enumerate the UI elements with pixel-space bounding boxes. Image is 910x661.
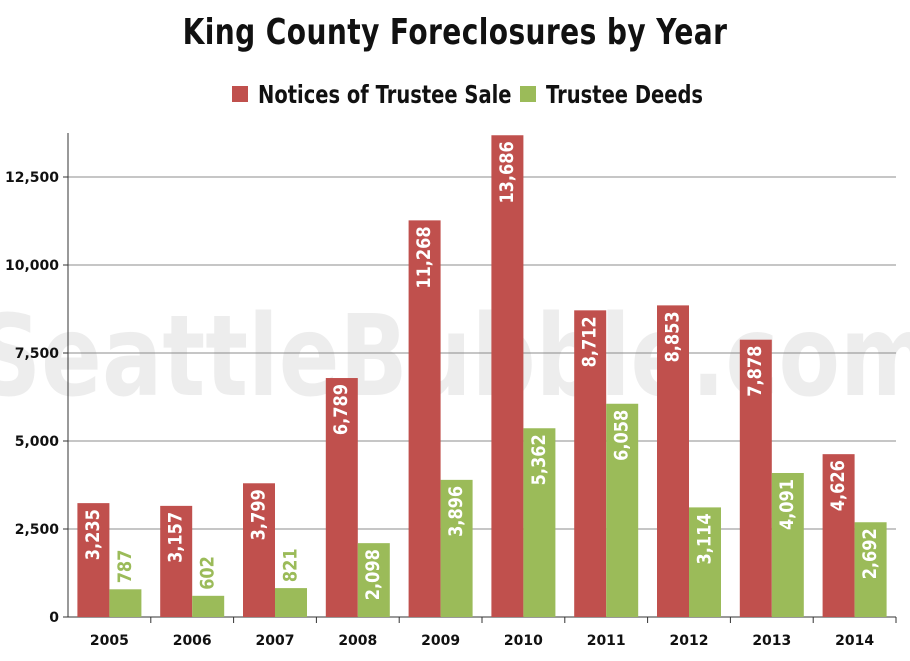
data-label: 3,235: [83, 509, 105, 560]
data-label: 11,268: [414, 226, 436, 288]
y-tick-label: 2,500: [15, 522, 60, 538]
y-tick-label: 10,000: [5, 258, 59, 274]
data-label: 6,789: [331, 384, 353, 435]
legend-label-deeds: Trustee Deeds: [546, 79, 704, 109]
bar-notices: [77, 503, 110, 617]
bar-deeds: [357, 543, 390, 617]
bar-deeds: [440, 479, 473, 617]
bar-deeds: [689, 507, 721, 617]
y-tick-label: 0: [49, 610, 59, 626]
x-tick-label: 2013: [752, 633, 791, 649]
bar-notices: [325, 378, 358, 617]
y-tick-label: 7,500: [15, 346, 60, 362]
bar-notices: [574, 310, 607, 617]
data-label: 7,878: [745, 346, 767, 397]
data-label: 8,712: [579, 316, 601, 367]
x-tick-label: 2010: [504, 633, 543, 649]
bar-notices: [739, 339, 772, 617]
data-label: 2,692: [860, 528, 882, 579]
bar-deeds: [606, 403, 639, 617]
legend-swatch-notices: [232, 86, 248, 102]
bar-notices: [243, 483, 275, 617]
legend-swatch-deeds: [520, 86, 536, 102]
data-label: 821: [280, 548, 302, 582]
bar-deeds: [854, 522, 887, 617]
legend: Notices of Trustee Sale Trustee Deeds: [0, 78, 910, 110]
bar-notices: [657, 305, 689, 617]
x-tick-label: 2014: [835, 633, 874, 649]
bar-notices: [491, 135, 524, 617]
chart-title: King County Foreclosures by Year: [182, 12, 728, 53]
bar-notices: [160, 505, 193, 617]
data-label: 4,091: [777, 479, 799, 530]
y-tick-label: 12,500: [5, 170, 59, 186]
bar-deeds: [771, 472, 804, 617]
bar-notices: [822, 454, 855, 617]
data-label: 3,114: [694, 513, 716, 564]
x-tick-label: 2005: [90, 633, 129, 649]
data-label: 3,157: [165, 512, 187, 563]
data-label: 3,896: [446, 486, 468, 537]
x-tick-label: 2007: [256, 633, 295, 649]
bar-deeds: [192, 595, 225, 617]
watermark-text: SeattleBubble.com: [0, 291, 910, 421]
data-label: 602: [197, 556, 219, 590]
x-tick-label: 2011: [587, 633, 626, 649]
y-tick-label: 5,000: [15, 434, 60, 450]
data-label: 13,686: [497, 141, 519, 203]
data-label: 6,058: [611, 410, 633, 461]
data-label: 8,853: [662, 311, 684, 362]
legend-item-deeds: Trustee Deeds: [520, 78, 747, 110]
data-label: 2,098: [363, 549, 385, 600]
data-label: 4,626: [828, 460, 850, 511]
bar-notices: [408, 220, 441, 617]
data-label: 3,799: [248, 489, 270, 540]
legend-item-notices: Notices of Trustee Sale: [232, 78, 583, 110]
x-tick-label: 2012: [670, 633, 709, 649]
bar-deeds: [109, 589, 142, 617]
bar-deeds: [523, 428, 556, 617]
x-tick-label: 2008: [338, 633, 377, 649]
x-tick-label: 2006: [173, 633, 212, 649]
x-tick-label: 2009: [421, 633, 460, 649]
bar-deeds: [275, 588, 307, 617]
data-label: 787: [115, 550, 137, 584]
data-label: 5,362: [529, 434, 551, 485]
legend-label-notices: Notices of Trustee Sale: [258, 79, 512, 109]
